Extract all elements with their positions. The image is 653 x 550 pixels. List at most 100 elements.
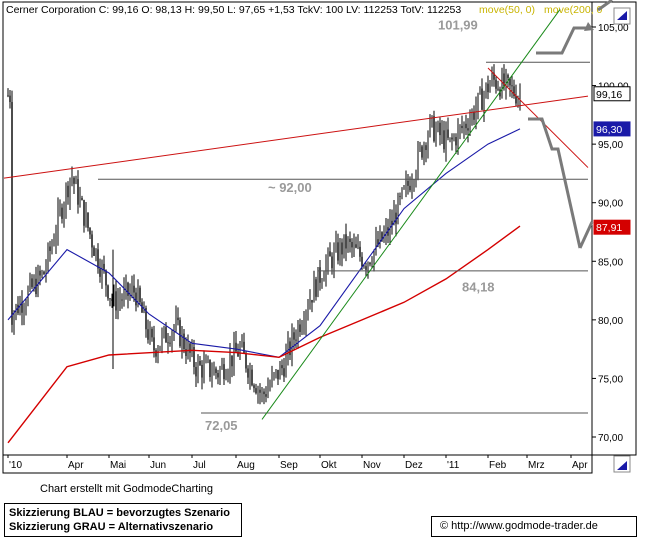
price-body: [9, 95, 11, 103]
last-price-badge-text: 99,16: [596, 89, 622, 101]
price-body: [433, 116, 435, 142]
price-body: [451, 137, 453, 140]
price-body: [169, 342, 171, 344]
price-body: [315, 279, 317, 297]
source-link[interactable]: © http://www.godmode-trader.de: [431, 516, 637, 537]
x-tick-label: Jul: [193, 460, 206, 471]
x-tick-label: Mai: [110, 460, 126, 471]
price-body: [93, 247, 95, 257]
price-body: [165, 327, 167, 343]
price-body: [243, 341, 245, 353]
level-annotation: 101,99: [438, 17, 478, 32]
price-body: [381, 232, 383, 241]
price-body: [237, 351, 239, 357]
scenario-up-path: [536, 26, 590, 55]
price-body: [293, 332, 295, 340]
price-body: [421, 146, 423, 158]
price-body: [439, 122, 441, 136]
price-body: [443, 130, 445, 150]
price-body: [495, 79, 497, 89]
legend-blue: Skizzierung BLAU = bevorzugtes Szenario: [9, 507, 230, 519]
price-body: [111, 298, 113, 301]
ma50-value-badge-text: 96,30: [596, 124, 622, 136]
price-body: [253, 385, 255, 389]
level-annotation: 72,05: [205, 418, 238, 433]
price-body: [481, 88, 483, 110]
chart-credit: Chart erstellt mit GodmodeCharting: [40, 483, 214, 495]
price-body: [151, 328, 153, 338]
price-body: [493, 72, 495, 80]
price-body: [461, 125, 463, 129]
x-tick-label: Mrz: [528, 460, 545, 471]
price-body: [319, 267, 321, 283]
price-body: [365, 266, 367, 270]
x-tick-label: '10: [9, 460, 22, 471]
last-price-badge: [593, 86, 631, 102]
price-body: [73, 177, 75, 184]
price-body: [369, 262, 371, 265]
price-body: [49, 246, 51, 251]
price-body: [183, 333, 185, 350]
price-body: [311, 300, 313, 303]
price-body: [351, 241, 353, 248]
x-tick-label: Apr: [572, 460, 588, 471]
y-tick-label: 90,00: [598, 199, 623, 210]
price-body: [465, 123, 467, 129]
level-annotation: 84,18: [462, 280, 495, 295]
y-tick-label: 70,00: [598, 433, 623, 444]
ma200-value-badge-text: 87,91: [596, 222, 622, 234]
x-tick-label: Feb: [489, 460, 507, 471]
price-body: [265, 394, 267, 397]
price-body: [235, 342, 237, 352]
x-tick-label: Apr: [68, 460, 84, 471]
ma200-value-badge: [593, 219, 631, 235]
price-body: [337, 242, 339, 261]
price-body: [17, 304, 19, 314]
price-body: [345, 234, 347, 249]
price-body: [329, 251, 331, 257]
chart-header: Cerner Corporation C: 99,16 O: 98,13 H: …: [6, 4, 461, 16]
scenario-up-extension: [597, 0, 613, 12]
price-body: [31, 278, 33, 288]
x-tick-label: Dez: [405, 460, 423, 471]
price-body: [107, 285, 109, 299]
price-body: [349, 238, 351, 242]
price-body: [509, 77, 511, 86]
price-body: [77, 179, 79, 205]
legend-gray: Skizzierung GRAU = Alternativszenario: [9, 521, 214, 533]
y-tick-label: 105,00: [598, 23, 629, 34]
price-body: [283, 368, 285, 377]
price-body: [355, 244, 357, 248]
price-body: [115, 291, 117, 311]
price-body: [145, 308, 147, 330]
price-body: [81, 198, 83, 201]
price-body: [377, 239, 379, 246]
ma200-line: [7, 225, 521, 444]
price-body: [487, 83, 489, 93]
price-body: [67, 185, 69, 198]
y-tick-label: 85,00: [598, 257, 623, 268]
price-body: [277, 369, 279, 380]
price-body: [507, 74, 509, 78]
price-bars: [7, 64, 521, 405]
price-body: [215, 368, 217, 373]
price-body: [281, 365, 283, 369]
level-annotation: ~ 92,00: [268, 180, 312, 195]
price-body: [127, 282, 129, 296]
price-body: [447, 129, 449, 138]
price-body: [247, 368, 249, 378]
price-body: [167, 342, 169, 344]
x-tick-label: Sep: [280, 460, 298, 471]
scenario-rebound-path: [578, 221, 594, 249]
price-body: [193, 346, 195, 368]
price-body: [201, 364, 203, 378]
y-tick-label: 95,00: [598, 140, 623, 151]
price-body: [105, 270, 107, 286]
price-body: [39, 270, 41, 276]
ma50-value-badge: [593, 121, 631, 137]
price-body: [209, 359, 211, 378]
price-body: [97, 249, 99, 269]
price-body: [195, 367, 197, 377]
price-body: [359, 246, 361, 257]
price-body: [299, 324, 301, 332]
